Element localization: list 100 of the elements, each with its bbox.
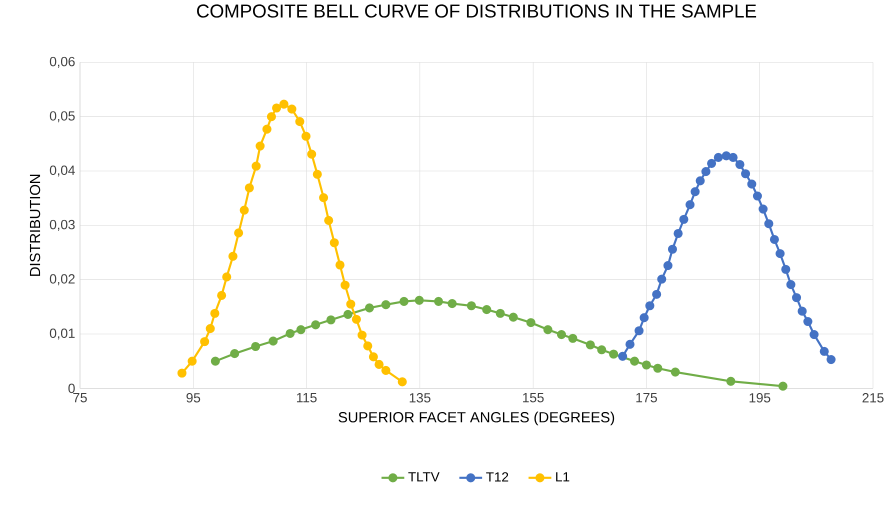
point (722, 151, 731, 160)
point (252, 161, 261, 170)
point (177, 368, 186, 378)
point (728, 152, 738, 162)
point (434, 296, 444, 306)
point (764, 219, 774, 228)
legend-label: TLTV (408, 472, 440, 482)
point (268, 336, 278, 346)
point (668, 244, 678, 254)
point (381, 366, 390, 375)
point (244, 183, 254, 192)
point (319, 192, 328, 202)
point (630, 356, 640, 366)
point (803, 316, 812, 326)
point (286, 328, 295, 338)
point (358, 330, 367, 340)
point (526, 318, 536, 327)
point (726, 376, 736, 386)
point (597, 345, 606, 354)
point (496, 308, 505, 318)
point (642, 360, 651, 370)
x-tick-label: 195 (750, 392, 770, 402)
point (206, 324, 215, 333)
point (363, 341, 372, 350)
point (634, 326, 644, 336)
point (820, 346, 829, 356)
point (618, 352, 628, 361)
point (311, 320, 320, 330)
point (645, 301, 654, 310)
point (210, 308, 220, 318)
point (466, 301, 476, 310)
point (374, 360, 384, 369)
point (228, 252, 238, 261)
point (758, 204, 768, 214)
point (679, 214, 688, 224)
x-tick-label: 135 (410, 392, 430, 402)
point (690, 186, 700, 196)
point (686, 200, 695, 210)
x-tick-label: 155 (523, 392, 544, 402)
x-tick-label: 75 (73, 392, 87, 402)
point (200, 336, 210, 346)
point (625, 340, 635, 349)
point (287, 104, 296, 114)
point (482, 304, 492, 314)
point (210, 356, 220, 366)
x-axis-title: SUPERIOR FACET ANGLES (DEGREES) (338, 411, 614, 426)
point (798, 306, 807, 316)
point (670, 367, 680, 376)
point (657, 274, 666, 284)
point (810, 330, 819, 339)
point (752, 191, 762, 200)
point (609, 349, 618, 358)
point (770, 234, 779, 244)
x-tick-label: 175 (636, 392, 657, 402)
point (653, 364, 662, 373)
x-tick-label: 215 (862, 392, 884, 402)
x-tick-label: 95 (186, 392, 200, 402)
point (448, 298, 457, 308)
point (543, 324, 552, 334)
point (786, 280, 796, 289)
y-tick-label: 0,01 (50, 328, 75, 340)
point (701, 166, 710, 176)
chart-title: COMPOSITE BELL CURVE OF DISTRIBUTIONS IN THE SAMPLE (197, 4, 756, 18)
point (781, 264, 790, 274)
point (346, 299, 356, 308)
point (778, 381, 788, 391)
point (240, 205, 249, 215)
point (381, 300, 390, 310)
point (222, 272, 232, 282)
y-tick-label: 0,05 (50, 111, 75, 122)
point (279, 99, 288, 109)
point (262, 124, 272, 134)
point (324, 216, 334, 225)
point (217, 290, 226, 300)
point (256, 141, 265, 150)
point (568, 334, 578, 343)
point (414, 296, 424, 305)
y-tick-label: 0,06 (50, 56, 75, 68)
legend-label: T12 (486, 472, 508, 482)
point (335, 260, 345, 270)
point (330, 238, 339, 248)
point (326, 315, 336, 324)
point (301, 132, 311, 141)
point (398, 377, 407, 386)
point (586, 340, 595, 350)
point (251, 342, 260, 351)
point (312, 170, 322, 179)
point (295, 116, 304, 126)
point (663, 260, 672, 270)
point (272, 103, 282, 112)
point (741, 169, 750, 178)
y-tick-label: 0 (68, 383, 75, 393)
point (307, 149, 316, 159)
point (340, 280, 350, 290)
y-axis-title: DISTRIBUTION (30, 174, 40, 276)
point (714, 152, 723, 162)
point (792, 292, 802, 302)
x-tick-label: 115 (296, 392, 317, 402)
legend-label: L1 (556, 472, 570, 482)
point (556, 330, 566, 339)
